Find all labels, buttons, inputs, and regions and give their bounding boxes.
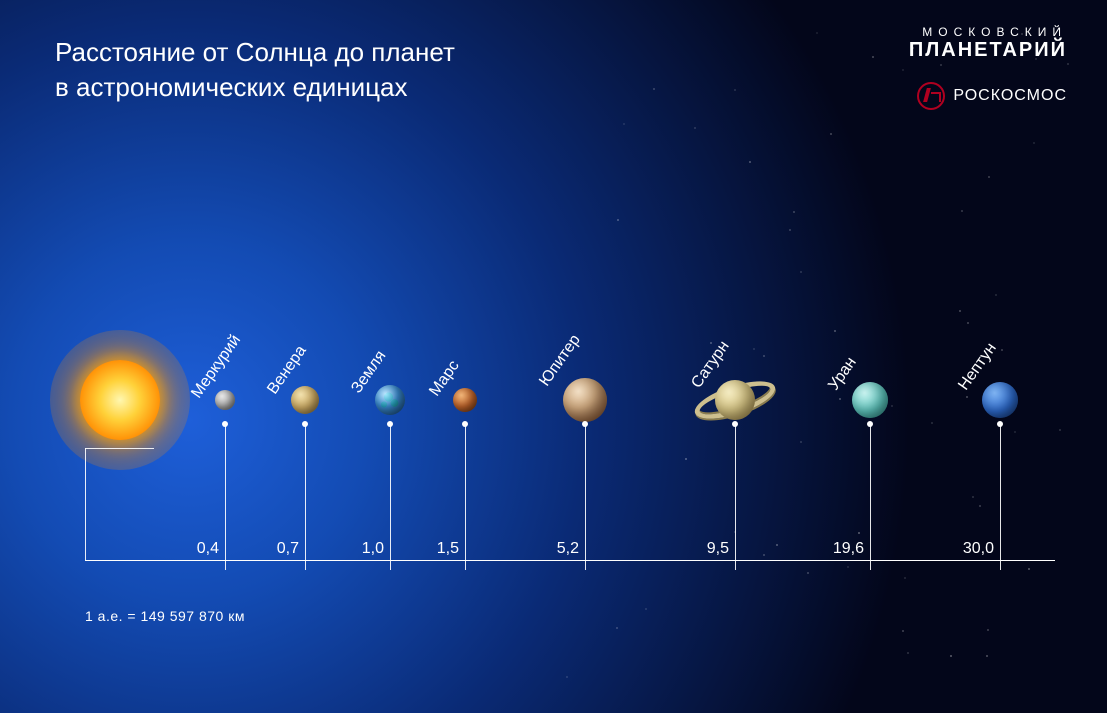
star xyxy=(793,211,795,213)
sun-tick xyxy=(85,448,86,560)
planet-mars-value: 1,5 xyxy=(415,540,459,558)
logo-planetarium-line1: МОСКОВСКИЙ xyxy=(909,25,1067,39)
star xyxy=(1001,349,1003,351)
planet-earth-land xyxy=(375,385,405,415)
star xyxy=(902,630,904,632)
star xyxy=(858,532,860,534)
roscosmos-icon xyxy=(917,82,945,110)
logo-roscosmos-text: РОСКОСМОС xyxy=(953,87,1067,105)
planet-neptune xyxy=(982,382,1018,418)
logo-planetarium-line2: ПЛАНЕТАРИЙ xyxy=(909,39,1067,62)
logo-planetarium: МОСКОВСКИЙ ПЛАНЕТАРИЙ xyxy=(909,25,1067,62)
planet-saturn xyxy=(715,380,755,420)
title-line-1: Расстояние от Солнца до планет xyxy=(55,35,455,70)
distance-axis xyxy=(85,560,1055,561)
star xyxy=(816,32,818,34)
planet-venus-value: 0,7 xyxy=(255,540,299,558)
planet-neptune-value: 30,0 xyxy=(950,540,994,558)
star xyxy=(653,88,655,90)
planet-neptune-tick xyxy=(1000,424,1001,570)
title-line-2: в астрономических единицах xyxy=(55,70,455,105)
logo-roscosmos: РОСКОСМОС xyxy=(909,82,1067,110)
star xyxy=(986,655,988,657)
planet-venus-tick xyxy=(305,424,306,570)
footnote-au-definition: 1 а.е. = 149 597 870 км xyxy=(85,608,245,624)
planet-uranus xyxy=(852,382,888,418)
star xyxy=(776,544,778,546)
planet-mercury-value: 0,4 xyxy=(175,540,219,558)
planet-jupiter-value: 5,2 xyxy=(535,540,579,558)
planet-uranus-tick xyxy=(870,424,871,570)
sun-tick-connector xyxy=(85,448,154,449)
star xyxy=(807,572,809,574)
star xyxy=(1035,58,1037,60)
planet-mars xyxy=(453,388,477,412)
star xyxy=(872,56,874,58)
star xyxy=(979,505,981,507)
page-title: Расстояние от Солнца до планет в астроно… xyxy=(55,35,455,105)
planet-saturn-tick xyxy=(735,424,736,570)
star xyxy=(1067,63,1069,65)
planet-earth-tick xyxy=(390,424,391,570)
planet-jupiter-tick xyxy=(585,424,586,570)
star xyxy=(972,496,974,498)
star xyxy=(902,69,904,71)
planet-uranus-value: 19,6 xyxy=(820,540,864,558)
star xyxy=(749,161,751,163)
star xyxy=(753,348,755,350)
planet-saturn-value: 9,5 xyxy=(685,540,729,558)
planet-jupiter xyxy=(563,378,607,422)
star xyxy=(839,398,841,400)
star xyxy=(834,330,836,332)
planet-mars-tick xyxy=(465,424,466,570)
planet-mercury-tick xyxy=(225,424,226,570)
planet-mercury xyxy=(215,390,235,410)
star xyxy=(931,422,933,424)
infographic-stage: Расстояние от Солнца до планет в астроно… xyxy=(0,0,1107,713)
star xyxy=(694,127,696,129)
logos-block: МОСКОВСКИЙ ПЛАНЕТАРИЙ РОСКОСМОС xyxy=(909,25,1067,110)
star xyxy=(891,405,893,407)
sun xyxy=(80,360,160,440)
planet-venus xyxy=(291,386,319,414)
planet-earth-value: 1,0 xyxy=(340,540,384,558)
star xyxy=(987,629,989,631)
